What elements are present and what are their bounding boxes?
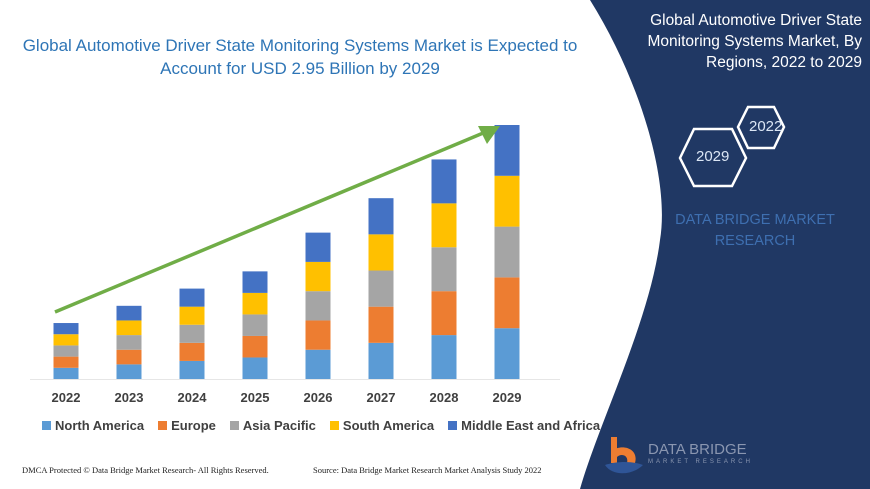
bar-segment-2023-south-america: [116, 320, 142, 336]
hexagon-2029: [678, 127, 748, 188]
bar-segment-2028-middle-east-and-africa: [431, 159, 457, 204]
x-tick-label: 2023: [115, 390, 144, 405]
bar-segment-2024-europe: [179, 342, 205, 361]
legend-item: Asia Pacific: [229, 418, 316, 433]
legend-item: South America: [329, 418, 435, 433]
logo-subtext: MARKET RESEARCH: [648, 459, 753, 465]
bar-segment-2028-south-america: [431, 203, 457, 248]
legend-swatch: [448, 421, 458, 430]
hex-label-2029: 2029: [696, 148, 730, 165]
bar-segment-2023-asia-pacific: [116, 335, 142, 350]
bar-segment-2029-south-america: [494, 175, 520, 227]
legend-label: North America: [55, 418, 145, 433]
x-tick-label: 2022: [52, 390, 81, 405]
legend-label: Middle East and Africa: [461, 418, 601, 433]
x-tick-label: 2028: [430, 390, 459, 405]
bar-segment-2026-asia-pacific: [305, 291, 331, 321]
bar-segment-2024-asia-pacific: [179, 324, 205, 343]
bar-segment-2028-north-america: [431, 335, 457, 379]
bar-segment-2023-north-america: [116, 364, 142, 379]
trend-arrow-head: [478, 126, 500, 144]
side-panel-title: Global Automotive Driver State Monitorin…: [647, 12, 862, 71]
bar-segment-2022-europe: [53, 356, 79, 368]
legend-swatch: [229, 421, 239, 430]
bar-segment-2027-north-america: [368, 342, 394, 379]
bar-segment-2023-middle-east-and-africa: [116, 305, 142, 321]
bar-segment-2025-south-america: [242, 292, 268, 315]
bar-segment-2024-south-america: [179, 306, 205, 325]
copyright-footer: DMCA Protected © Data Bridge Market Rese…: [22, 465, 269, 475]
legend-swatch: [329, 421, 339, 430]
bar-segment-2026-europe: [305, 320, 331, 350]
x-tick-label: 2025: [241, 390, 270, 405]
legend-swatch: [158, 421, 168, 430]
bar-segment-2025-europe: [242, 335, 268, 358]
x-tick-label: 2029: [493, 390, 522, 405]
legend-item: Europe: [158, 418, 216, 433]
bar-segment-2027-south-america: [368, 234, 394, 271]
bar-segment-2025-middle-east-and-africa: [242, 271, 268, 293]
bar-segment-2028-asia-pacific: [431, 247, 457, 292]
bar-segment-2024-north-america: [179, 360, 205, 379]
stacked-bar-chart: 2022 2023 2024 2025 2026 2027 2028 2029: [30, 125, 560, 405]
logo-text: DATA BRIDGE: [648, 441, 747, 458]
bar-segment-2025-north-america: [242, 357, 268, 379]
bar-segment-2029-asia-pacific: [494, 226, 520, 278]
brand-text: DATA BRIDGE MARKET RESEARCH: [675, 212, 835, 249]
legend-label: Europe: [171, 418, 216, 433]
x-tick-label: 2026: [304, 390, 333, 405]
bar-segment-2024-middle-east-and-africa: [179, 288, 205, 307]
bar-segment-2026-north-america: [305, 349, 331, 379]
legend-item: North America: [42, 418, 144, 433]
bar-segment-2029-middle-east-and-africa: [494, 125, 520, 176]
bar-segment-2025-asia-pacific: [242, 314, 268, 336]
bar-segment-2029-north-america: [494, 328, 520, 379]
x-tick-label: 2024: [178, 390, 208, 405]
bar-segment-2029-europe: [494, 277, 520, 329]
chart-title: Global Automotive Driver State Monitorin…: [22, 36, 578, 78]
bar-segment-2022-south-america: [53, 334, 79, 346]
legend: North America Europe Asia Pacific South Ame…: [42, 418, 600, 433]
hex-label-2022: 2022: [749, 118, 783, 135]
bar-segment-2026-middle-east-and-africa: [305, 232, 331, 262]
legend-label: South America: [342, 418, 435, 433]
hexagons: [678, 105, 786, 188]
bar-segment-2022-north-america: [53, 367, 79, 379]
bar-segment-2027-middle-east-and-africa: [368, 198, 394, 235]
x-tick-label: 2027: [367, 390, 396, 405]
data-bridge-logo-icon: [605, 437, 643, 474]
trend-arrow: [54, 129, 489, 314]
bar-segment-2023-europe: [116, 349, 142, 365]
hexagon-2022: [736, 105, 786, 150]
legend-label: Asia Pacific: [242, 418, 316, 433]
bar-segment-2027-asia-pacific: [368, 270, 394, 307]
bar-segment-2026-south-america: [305, 261, 331, 292]
bar-segment-2027-europe: [368, 306, 394, 343]
bar-segment-2022-asia-pacific: [53, 345, 79, 357]
legend-item: Middle East and Africa: [448, 418, 600, 433]
bar-segment-2028-europe: [431, 291, 457, 336]
legend-swatch: [42, 421, 51, 430]
source-footer: Source: Data Bridge Market Research Mark…: [313, 465, 542, 475]
bar-segment-2022-middle-east-and-africa: [53, 323, 79, 335]
